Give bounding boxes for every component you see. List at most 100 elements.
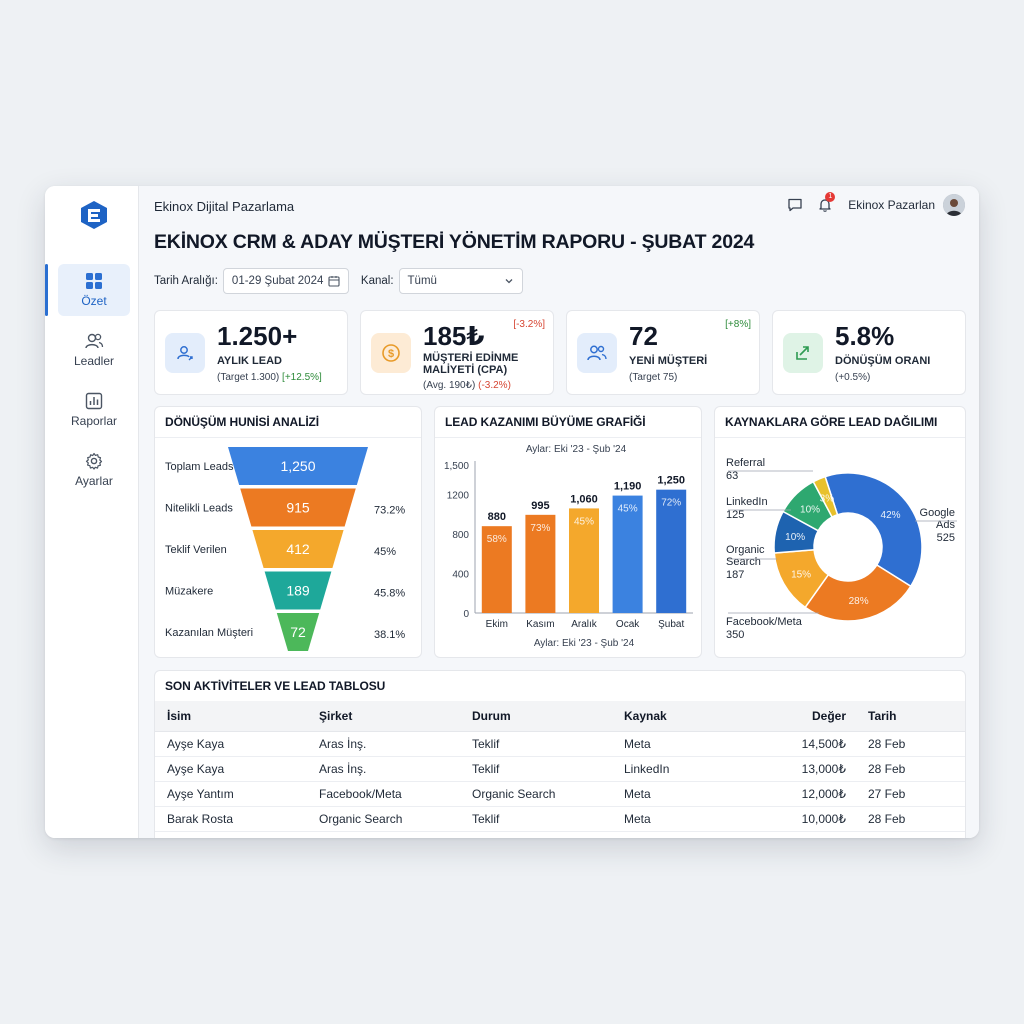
- kpi-label: DÖNÜŞÜM ORANI: [835, 355, 931, 367]
- donut-legend-name: Organic: [726, 544, 765, 556]
- table-cell: Meta: [612, 781, 752, 807]
- donut-legend-name: Google: [920, 507, 955, 519]
- sidebar-item-ozet[interactable]: Özet: [58, 264, 130, 316]
- kpi-sub-delta: (+0.5%): [835, 372, 871, 383]
- kpi-card-monthly-lead[interactable]: 1.250+ AYLIK LEAD (Target 1.300) [+12.5%…: [154, 310, 348, 395]
- chevron-down-icon: [505, 279, 512, 284]
- kpi-target: (Target 1.300): [217, 372, 280, 383]
- donut-slice-pct: 3%: [820, 493, 835, 504]
- bar[interactable]: [525, 514, 556, 613]
- kpi-delta: [+8%]: [725, 319, 751, 330]
- funnel-stage[interactable]: [264, 571, 332, 610]
- table-row[interactable]: Ayşe Yantım Facebook/Meta Organic Search Me…: [155, 781, 965, 807]
- kpi-label-line1: MÜŞTERİ EDİNME: [423, 352, 519, 364]
- x-tick-label: Aralık: [571, 619, 598, 630]
- channel-select[interactable]: Tümü: [398, 268, 523, 294]
- kpi-card-cpa[interactable]: $ [-3.2%] 185₺ MÜŞTERİ EDİNME MALİYETİ (C…: [360, 310, 554, 395]
- funnel-stage[interactable]: [240, 488, 356, 527]
- table-cell: 28 Feb: [856, 756, 965, 782]
- message-button[interactable]: [784, 194, 806, 216]
- funnel-stage-label: Teklif Verilen: [165, 544, 227, 556]
- table-cell: Organic Search: [460, 781, 612, 807]
- sources-panel: KAYNAKLARA GÖRE LEAD DAĞILIMI 42% 28% 15% 1…: [714, 406, 966, 658]
- column-header[interactable]: Şirket: [307, 701, 460, 732]
- funnel-stage-pct: 38.1%: [374, 629, 405, 641]
- table-cell: Meta: [612, 731, 752, 757]
- kpi-value: 5.8%: [835, 321, 895, 351]
- funnel-chart: 1,250 Toplam Leads 915 Nitelikli Leads 73.2%…: [165, 447, 405, 651]
- funnel-stage[interactable]: [228, 447, 368, 485]
- svg-text:$: $: [388, 348, 394, 360]
- kpi-card-conversion[interactable]: 5.8% DÖNÜŞÜM ORANI (+0.5%): [772, 310, 966, 395]
- table-row[interactable]: Ayşe Kaya Aras İnş. Teklif Meta 14,500₺ 28 Fe…: [155, 731, 965, 757]
- bar-pct-label: 45%: [574, 516, 594, 527]
- donut-slice-pct: 10%: [785, 532, 805, 543]
- notification-button[interactable]: 1: [814, 192, 836, 216]
- logo-icon[interactable]: [79, 200, 109, 230]
- active-nav-indicator: [45, 264, 48, 316]
- funnel-stage[interactable]: [252, 530, 344, 568]
- table-cell: Aras İnş.: [307, 731, 460, 757]
- donut-slice[interactable]: [812, 475, 839, 518]
- column-header[interactable]: Değer: [752, 701, 856, 732]
- table-cell: Barak Rosta: [155, 806, 307, 832]
- bar[interactable]: [656, 489, 687, 613]
- table-cell: 10,000₺: [752, 806, 856, 832]
- bar-pct-label: 72%: [661, 498, 681, 509]
- donut-slice-pct: 15%: [791, 570, 811, 581]
- donut-slice[interactable]: [824, 472, 923, 588]
- funnel-stage-value: 189: [286, 583, 310, 599]
- table-cell: 12,000₺: [752, 781, 856, 807]
- gear-icon: [58, 451, 130, 471]
- funnel-stage-pct: 45.8%: [374, 588, 405, 600]
- user-name[interactable]: Ekinox Pazarlan: [848, 198, 935, 212]
- coin-icon: $: [371, 333, 411, 373]
- table-cell: Meta: [612, 806, 752, 832]
- column-header[interactable]: Tarih: [856, 701, 965, 732]
- table-title: SON AKTİVİTELER VE LEAD TABLOSU: [165, 679, 386, 693]
- channel-value: Tümü: [407, 275, 437, 287]
- donut-legend-name: Ads: [936, 519, 955, 531]
- column-header[interactable]: İsim: [155, 701, 307, 732]
- column-header[interactable]: Durum: [460, 701, 612, 732]
- sidebar-item-raporlar[interactable]: Raporlar: [58, 384, 130, 436]
- bar-pct-label: 73%: [530, 523, 550, 534]
- grid-icon: [58, 271, 130, 291]
- column-header[interactable]: Kaynak: [612, 701, 752, 732]
- sidebar: Özet Leadler Raporlar Ayarlar: [45, 186, 139, 838]
- kpi-card-new-customers[interactable]: [+8%] 72 YENİ MÜŞTERİ (Target 75): [566, 310, 760, 395]
- y-tick-label: 400: [452, 570, 469, 581]
- bar-value-label: 995: [531, 500, 549, 512]
- bar[interactable]: [612, 495, 643, 613]
- channel-label: Kanal:: [360, 275, 394, 287]
- users-icon: [577, 333, 617, 373]
- donut-slice-pct: 28%: [849, 596, 869, 607]
- donut-legend-name: Search: [726, 556, 761, 568]
- activity-table: İsim Şirket Durum Kaynak Değer Tarih Ayş…: [155, 701, 965, 832]
- donut-slice-pct: 42%: [881, 510, 901, 521]
- chart-icon: [58, 391, 130, 411]
- funnel-stage-label: Toplam Leads: [165, 461, 234, 473]
- date-range-input[interactable]: 01-29 Şubat 2024: [222, 268, 349, 294]
- table-cell: Teklif: [460, 806, 612, 832]
- avatar[interactable]: [943, 194, 965, 216]
- x-tick-label: Kasım: [526, 619, 554, 630]
- sidebar-item-leadler[interactable]: Leadler: [58, 324, 130, 376]
- donut-slice[interactable]: [804, 563, 912, 622]
- chart-subtitle-top: Aylar: Eki '23 - Şub '24: [526, 444, 627, 455]
- kpi-value: 185₺: [423, 321, 485, 351]
- table-row[interactable]: Ayşe Kaya Aras İnş. Teklif LinkedIn 13,000₺ 2…: [155, 756, 965, 782]
- donut-legend-name: Referral: [726, 457, 765, 469]
- kpi-sub-delta: [+12.5%]: [282, 372, 322, 383]
- funnel-stage[interactable]: [276, 613, 320, 651]
- bar[interactable]: [481, 526, 512, 613]
- sources-donut-chart: 42%28%15%10%10%3%Referral63LinkedIn125Or…: [726, 457, 957, 641]
- table-row[interactable]: Barak Rosta Organic Search Teklif Meta 10,00…: [155, 806, 965, 832]
- table-cell: Ayşe Yantım: [155, 781, 307, 807]
- bar-value-label: 880: [488, 511, 506, 523]
- table-cell: 13,000₺: [752, 756, 856, 782]
- funnel-stage-pct: 73.2%: [374, 505, 405, 517]
- sidebar-item-ayarlar[interactable]: Ayarlar: [58, 444, 130, 496]
- bar[interactable]: [569, 508, 599, 613]
- divider: [155, 437, 421, 438]
